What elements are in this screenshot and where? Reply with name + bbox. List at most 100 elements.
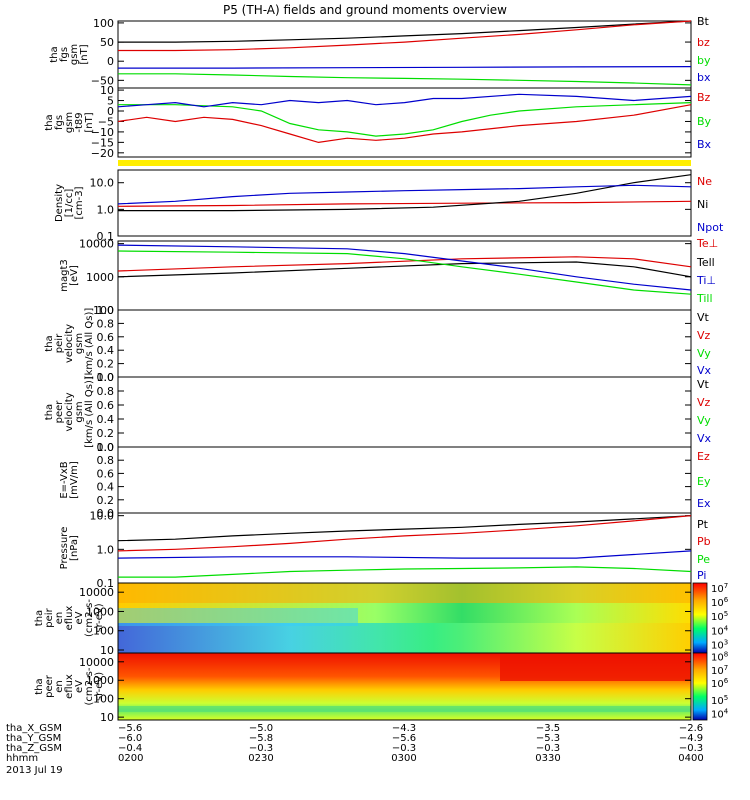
y-axis-title-line: eV	[74, 680, 85, 693]
heatmap-hot-band	[500, 653, 691, 681]
y-tick-label: 0.2	[97, 427, 115, 440]
x-axis-value: −4.9	[679, 733, 703, 744]
y-axis-title-line: eflux	[64, 606, 75, 631]
y-tick-label: −10	[91, 126, 114, 139]
y-axis-title-line: sr-eV)	[94, 603, 105, 632]
y-axis-title-line: (cm2-s-	[84, 599, 95, 637]
y-axis-title: tha fgs gsm [nT]	[49, 44, 90, 65]
y-tick-label: 10	[100, 644, 114, 657]
series-line-Tell	[117, 261, 692, 278]
y-tick-label: 0.4	[97, 413, 115, 426]
colorbar-tick-label: 107	[711, 582, 728, 595]
x-axis-row-label: tha_Z_GSM	[6, 743, 62, 754]
y-axis: 10 100 1000 10000	[79, 656, 691, 724]
y-axis-title-line: tha	[44, 114, 55, 130]
colorbar-tick-label: 105	[711, 694, 728, 707]
series-line-Npot	[117, 184, 692, 205]
y-axis-title-line: peir	[54, 333, 65, 353]
y-axis-title: E=-VxB [mV/m]	[59, 461, 80, 499]
x-axis-value: −5.6	[118, 723, 142, 734]
status-strip	[118, 160, 691, 166]
y-axis-title-line: fgs	[54, 115, 65, 130]
legend-entry-Vx: Vx	[697, 364, 712, 377]
y-axis-title-line: peer	[44, 674, 55, 698]
legend-entry-Ey: Ey	[697, 475, 711, 488]
y-tick-label: 1.0	[97, 203, 115, 216]
y-axis-title-line: sr-eV)	[94, 672, 105, 701]
heatmap-top-band	[118, 583, 691, 603]
x-axis-row-label: hhmm	[6, 753, 38, 764]
x-axis-value: −4.3	[392, 723, 416, 734]
series-line-By	[118, 102, 692, 137]
series-line-Pt	[117, 515, 692, 542]
y-axis-title-line: [1/cc]	[64, 189, 75, 218]
y-axis: 0.1 1.0 10.0	[90, 177, 691, 243]
legend-entry-Vt: Vt	[697, 311, 710, 324]
x-axis-value: −2.6	[679, 723, 703, 734]
y-axis-title-line: Density	[54, 184, 65, 222]
legend-entry-Vt: Vt	[697, 378, 710, 391]
series-line-Pi	[117, 550, 692, 559]
panel-frame	[117, 376, 692, 448]
series-line-Till	[117, 250, 692, 295]
x-axis-row-label: tha_X_GSM	[6, 723, 62, 734]
heatmap-low-band	[118, 706, 691, 712]
x-axis-value: −5.3	[536, 733, 560, 744]
series-line-Te⊥	[117, 256, 692, 272]
y-axis-title-line: en	[54, 612, 65, 625]
legend-entry-Ex: Ex	[697, 497, 711, 510]
legend-entry-Bz: Bz	[697, 91, 711, 104]
legend-entry-Tell: Tell	[696, 256, 715, 269]
y-tick-label: 0.0	[97, 507, 115, 520]
y-tick-label: 0.2	[97, 358, 115, 371]
y-axis-title: tha peer velocity gsm [km/s (All Qs)]	[44, 376, 95, 448]
y-axis-title-line: [nPa]	[69, 535, 80, 561]
y-tick-label: 0.1	[97, 577, 115, 590]
y-tick-label: 50	[100, 36, 114, 49]
x-axis-value: 0330	[535, 753, 560, 764]
colorbar-gradient	[692, 582, 708, 654]
y-tick-label: 10000	[79, 238, 114, 251]
y-axis-title: Pressure [nPa]	[59, 527, 80, 570]
y-tick-label: 5	[107, 95, 114, 108]
y-tick-label: 1000	[86, 674, 114, 687]
y-tick-label: 0.4	[97, 344, 115, 357]
legend-entry-Ne: Ne	[697, 175, 712, 188]
y-axis-title-line: (cm2-s-	[84, 667, 95, 705]
y-tick-label: −20	[91, 147, 114, 160]
legend-entry-bx: bx	[697, 71, 711, 84]
legend-entry-Vz: Vz	[697, 396, 711, 409]
y-axis-title: tha fgs gsm -t89 [nT]	[44, 112, 95, 133]
y-axis-title-line: [mV/m]	[69, 461, 80, 499]
y-axis-title-line: velocity	[64, 392, 75, 431]
panel-temperature: 100 1000 10000 magt3 [eV] Te⊥ Tell Ti⊥ Till	[59, 237, 718, 317]
y-tick-label: 100	[93, 304, 114, 317]
heatmap-low-band	[118, 623, 691, 653]
y-tick-label: 0.0	[97, 441, 115, 454]
y-axis-title-line: [km/s (All Qs)]	[84, 376, 95, 448]
y-axis-title-line: gsm	[74, 333, 85, 354]
y-tick-label: 0.6	[97, 467, 115, 480]
y-tick-label: −5	[98, 115, 114, 128]
y-axis: 10 100 1000 10000	[79, 586, 691, 657]
y-tick-label: 0.8	[97, 454, 115, 467]
legend-entry-Pe: Pe	[697, 553, 710, 566]
y-tick-label: 1.0	[97, 304, 115, 317]
y-tick-label: 0	[107, 55, 114, 68]
x-axis-value: −5.8	[249, 733, 273, 744]
x-axis-value: 0400	[678, 753, 703, 764]
x-axis-value: −6.0	[118, 733, 142, 744]
y-axis-title-line: [nT]	[84, 112, 95, 132]
legend-entry-Vx: Vx	[697, 432, 712, 445]
colorbar-tick-label: 104	[711, 707, 729, 720]
y-axis-title-line: magt3	[59, 259, 70, 292]
y-tick-label: 10.0	[90, 177, 115, 190]
legend-entry-Pb: Pb	[697, 535, 711, 548]
y-tick-label: 0.6	[97, 399, 115, 412]
y-axis-title-line: tha	[44, 335, 55, 351]
